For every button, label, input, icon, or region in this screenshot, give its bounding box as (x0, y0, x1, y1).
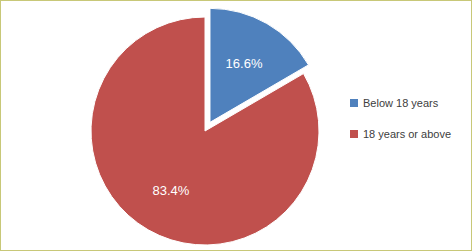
legend-label: 18 years or above (363, 128, 451, 140)
legend-swatch (350, 99, 358, 107)
legend: Below 18 years 18 years or above (350, 97, 451, 140)
data-label: 83.4% (152, 183, 189, 198)
chart: 16.6% 83.4% Below 18 years 18 years or abov… (0, 0, 472, 251)
chart-border (1, 1, 472, 251)
pie (91, 8, 319, 245)
data-labels: 16.6% 83.4% (152, 56, 262, 198)
legend-label: Below 18 years (363, 97, 439, 109)
legend-swatch (350, 130, 358, 138)
data-label: 16.6% (226, 56, 263, 71)
pie-slice (91, 17, 319, 245)
